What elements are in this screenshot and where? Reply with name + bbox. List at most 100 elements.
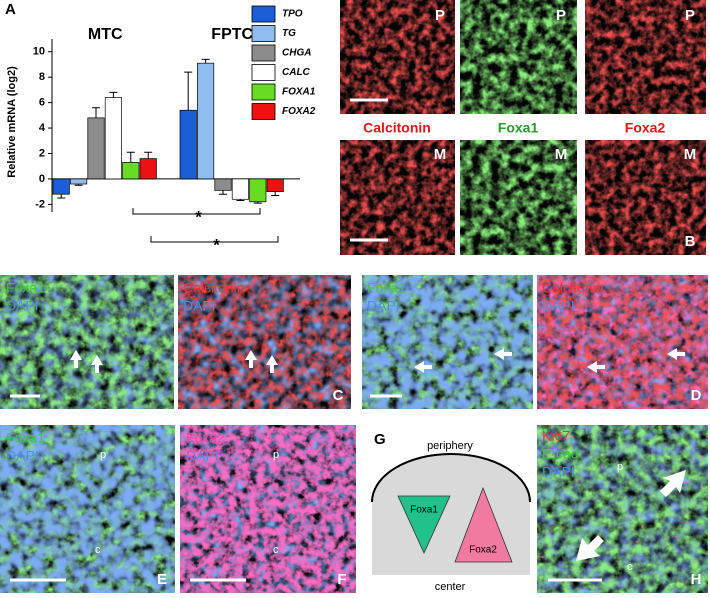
stain-texture [537,275,708,409]
y-tick-label: 10 [33,46,45,58]
stain-label: DAPI [183,298,216,314]
significance-mark: * [213,235,220,254]
legend-swatch [251,64,276,81]
stain-label: Foxa1 [6,430,45,446]
legend-swatch [251,5,276,23]
arrows [576,470,686,561]
legend-label: TG [282,28,296,39]
stain-texture [0,425,175,593]
legend-swatch [251,83,276,101]
stain-texture [0,275,174,409]
legend-label: TPO [282,9,303,20]
bar [87,117,105,180]
panel-label: A [5,1,16,18]
y-axis-label: Relative mRNA (log2) [6,66,18,178]
y-tick-label: -2 [35,198,45,210]
region-mark: c [273,544,279,556]
legend-swatch [251,25,276,42]
stain-texture [362,275,533,409]
legend-label: FOXA1 [282,87,316,98]
panel-label: E [157,571,167,588]
diagram-label: center [435,581,466,593]
stain-label: DAPI [542,464,575,480]
panel-label: H [691,571,702,588]
stain-texture [340,140,455,255]
stain-texture [585,140,706,255]
diagram-label: periphery [427,440,473,452]
bar [266,178,284,192]
region-mark: p [100,449,106,461]
stain-label: Calcitonin [183,280,244,296]
bar [70,178,88,185]
bar-chart: -2 0 2 4 6 8 10 MTC FPTC TPO TG CHGA CALC FOXA1 FOXA2 *… [33,5,316,254]
stain-texture [178,275,351,409]
stain-label: E-cad [542,446,579,462]
stain-texture [460,0,577,114]
significance-bracket [132,208,261,215]
region-mark: p [617,461,623,473]
category-label: MTC [88,26,123,43]
panel-label: F [337,571,346,588]
stain-label: DAPI [186,448,219,464]
legend-label: CALC [282,67,311,78]
stain-label: DAPI [6,298,39,314]
legend-swatch [251,103,276,120]
bar [197,62,215,180]
stain-texture [585,0,706,114]
stain-label: Foxa1 [498,120,539,136]
significance-mark: * [195,207,202,226]
foxa2-gradient [454,486,513,563]
category-label: FPTC [211,26,253,43]
error-bar [144,151,153,159]
bar [122,162,140,180]
error-bar [236,199,245,202]
stain-label: DAPI [542,298,575,314]
bar [139,158,157,180]
stain-label: DAPI [367,298,400,314]
region-mark: c [627,561,633,573]
stain-label: Calcitonin [363,120,431,136]
foxa1-gradient [397,495,451,554]
corner-mark: M [684,146,697,163]
corner-mark: M [555,146,568,163]
stain-label: Foxa1 [367,280,406,296]
stain-texture [180,425,356,593]
arrows [70,348,685,373]
legend-swatch [251,44,276,62]
bar [104,97,122,180]
stain-label: Ki67 [542,428,570,444]
bar [52,178,70,195]
error-bar [109,91,118,98]
y-tick-label: 0 [39,173,45,185]
bar [214,178,232,191]
stain-label: DAPI [6,448,39,464]
error-bar [74,184,83,186]
error-bar [57,194,66,199]
bar [249,178,267,203]
corner-mark: M [434,146,447,163]
y-tick-label: 6 [39,97,45,109]
y-tick-label: 2 [39,147,45,159]
y-tick-label: 8 [39,71,45,83]
legend-label: FOXA2 [282,106,316,117]
error-bar [184,71,193,111]
panel-label: C [333,387,344,404]
region-mark: p [273,449,279,461]
error-bar [271,191,280,196]
error-bar [253,201,262,204]
error-bar [219,190,227,195]
region-mark: c [95,544,101,556]
stain-texture [460,140,577,255]
periphery-arc [371,453,531,503]
panel-label: B [685,233,696,250]
corner-mark: P [435,7,445,24]
stain-label: Foxa1 [6,280,45,296]
panel-label: D [691,387,702,404]
corner-mark: P [556,7,566,24]
stain-texture [340,0,455,114]
diagram-label: Foxa2 [469,545,497,556]
error-bar [201,58,210,64]
y-tick-label: 4 [39,122,46,134]
